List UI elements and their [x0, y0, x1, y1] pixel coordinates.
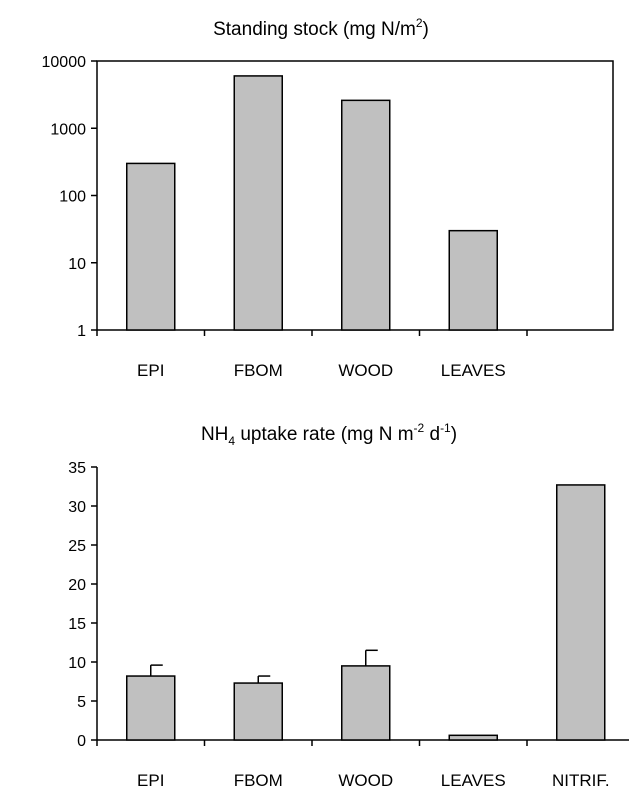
chart1-title-sup: 2 [416, 16, 423, 30]
chart2-title-part: uptake rate (mg N m [235, 424, 413, 445]
chart1-bars [126, 75, 498, 331]
category-label: NITRIF. [552, 771, 610, 790]
bar [341, 665, 391, 741]
y-tick-label: 5 [77, 694, 86, 711]
y-tick-label: 30 [68, 499, 86, 516]
y-tick-label: 25 [68, 538, 86, 555]
chart2-x-ticks [96, 740, 528, 746]
chart1-y-ticks: 1 10 100 1000 10000 [42, 54, 97, 340]
chart2-bars [126, 484, 606, 741]
chart1-title-part: Standing stock (mg N/m [213, 19, 416, 40]
bar [126, 162, 176, 331]
category-label: FBOM [234, 361, 283, 380]
y-tick-label: 15 [68, 616, 86, 633]
chart2-title-part: ) [451, 424, 457, 445]
chart2-title-sub: 4 [228, 434, 235, 448]
bar [233, 75, 283, 331]
y-tick-label: 1 [77, 323, 86, 340]
chart2-title-part: d [424, 424, 440, 445]
bar [126, 675, 176, 741]
y-tick-label: 10 [68, 256, 86, 273]
category-label: LEAVES [441, 771, 506, 790]
chart1-categories: EPI FBOM WOOD LEAVES [137, 361, 506, 380]
bar [448, 229, 498, 331]
chart2-y-ticks: 0 5 10 15 20 25 30 35 [68, 460, 97, 750]
chart2-title-part: NH [201, 424, 228, 445]
uptake-rate-chart: NH4 uptake rate (mg N m-2 d-1) 0 5 10 15 20 2… [68, 421, 629, 790]
category-label: EPI [137, 361, 164, 380]
chart2-title-sup: -2 [414, 421, 425, 435]
chart2-title: NH4 uptake rate (mg N m-2 d-1) [201, 421, 457, 448]
y-tick-label: 20 [68, 577, 86, 594]
y-tick-label: 1000 [50, 121, 86, 138]
bar [448, 734, 498, 741]
chart1-x-ticks [96, 330, 528, 336]
bar [233, 682, 283, 741]
bar [556, 484, 606, 741]
y-tick-label: 0 [77, 733, 86, 750]
y-tick-label: 100 [59, 189, 86, 206]
chart1-title: Standing stock (mg N/m2) [213, 16, 429, 40]
category-label: FBOM [234, 771, 283, 790]
y-tick-label: 35 [68, 460, 86, 477]
chart2-title-sup: -1 [440, 421, 451, 435]
standing-stock-chart: Standing stock (mg N/m2) 1 10 100 1000 10000… [42, 16, 614, 380]
category-label: WOOD [338, 361, 393, 380]
category-label: LEAVES [441, 361, 506, 380]
y-tick-label: 10 [68, 655, 86, 672]
bar [341, 99, 391, 331]
category-label: WOOD [338, 771, 393, 790]
y-tick-label: 10000 [42, 54, 87, 71]
category-label: EPI [137, 771, 164, 790]
chart1-title-part: ) [423, 19, 429, 40]
chart2-categories: EPI FBOM WOOD LEAVES NITRIF. [137, 771, 610, 790]
